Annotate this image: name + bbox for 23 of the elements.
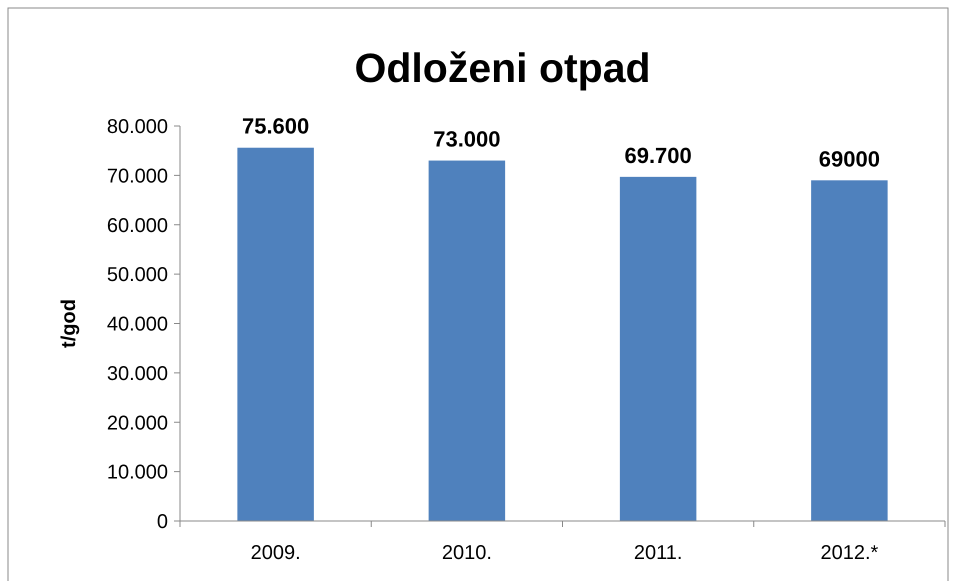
bar: [811, 180, 888, 521]
y-tick-label: 60.000: [106, 214, 168, 237]
data-label: 69.700: [624, 142, 692, 168]
bar: [237, 148, 314, 521]
x-tick-label: 2009.: [250, 542, 301, 564]
y-tick-label: 70.000: [106, 165, 168, 188]
y-tick-label: 20.000: [106, 412, 168, 434]
x-tick-label: 2012.*: [820, 542, 878, 564]
data-label: 73.000: [433, 126, 501, 152]
x-tick-label: 2011.: [634, 542, 682, 564]
y-tick-label: 10.000: [106, 462, 168, 484]
y-tick-label: 80.000: [106, 116, 168, 138]
y-tick-label: 30.000: [106, 362, 168, 385]
bar: [620, 176, 696, 521]
y-tick-label: 50.000: [106, 264, 168, 286]
bar: [428, 160, 506, 521]
chart-title: Odloženi otpad: [354, 45, 651, 91]
y-axis-title: t/god: [58, 299, 80, 348]
y-tick-label: 0: [156, 511, 168, 533]
x-tick-label: 2010.: [442, 542, 492, 564]
data-label: 69000: [818, 146, 880, 172]
y-tick-label: 40.000: [106, 314, 168, 336]
data-label: 75.600: [242, 114, 310, 139]
